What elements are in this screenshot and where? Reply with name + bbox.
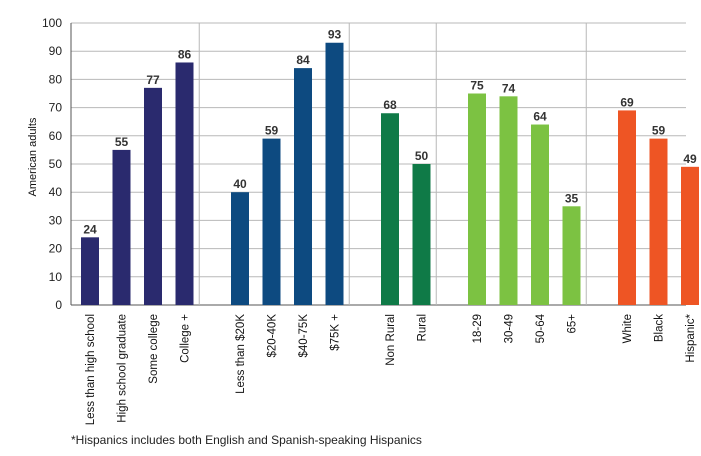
data-label: 59 xyxy=(265,124,279,138)
y-tick-label: 80 xyxy=(49,72,63,86)
bar xyxy=(649,138,668,305)
category-label: Some college xyxy=(148,314,160,384)
bar xyxy=(81,237,99,305)
data-label: 74 xyxy=(502,81,516,95)
y-tick-label: 40 xyxy=(49,185,63,199)
data-label: 59 xyxy=(652,124,666,138)
category-label: $75K + xyxy=(330,314,342,351)
category-label: College + xyxy=(180,314,192,363)
bar xyxy=(562,206,581,305)
data-label: 24 xyxy=(83,222,97,236)
y-axis-label: American adults xyxy=(27,117,39,196)
category-label: White xyxy=(622,314,634,343)
category-label: 65+ xyxy=(567,314,579,334)
category-label: Less than high school xyxy=(85,314,97,425)
bar xyxy=(681,166,699,305)
data-label: 93 xyxy=(328,28,342,42)
category-label: 18-29 xyxy=(472,314,484,343)
category-label: Hispanic* xyxy=(685,313,697,362)
data-label: 50 xyxy=(415,149,429,163)
category-label: 50-64 xyxy=(535,313,547,343)
y-tick-label: 0 xyxy=(55,298,62,312)
bar xyxy=(144,87,162,305)
bar xyxy=(381,113,399,306)
bar xyxy=(325,42,344,306)
data-label: 75 xyxy=(470,79,484,93)
y-tick-label: 50 xyxy=(49,157,63,171)
category-label: 30-49 xyxy=(504,314,516,343)
y-axis-ticks: 0 10 20 30 40 50 60 70 80 90 100 xyxy=(42,16,62,312)
data-label: 64 xyxy=(533,110,547,124)
y-tick-label: 90 xyxy=(49,44,63,58)
y-tick-label: 100 xyxy=(42,16,62,30)
data-label: 84 xyxy=(296,53,310,67)
bar xyxy=(412,164,431,305)
category-label: $20-40K xyxy=(267,314,279,358)
data-label: 35 xyxy=(565,191,579,205)
footnote: *Hispanics includes both English and Spa… xyxy=(71,433,422,447)
category-labels: Less than high school High school graduat… xyxy=(85,313,697,425)
bar xyxy=(618,110,636,305)
category-label: Rural xyxy=(417,314,429,341)
y-tick-label: 70 xyxy=(49,101,63,115)
data-label: 49 xyxy=(683,152,697,166)
y-tick-label: 30 xyxy=(49,213,63,227)
bars xyxy=(81,42,699,306)
bar xyxy=(112,149,131,305)
category-label: Non Rural xyxy=(385,314,397,366)
category-label: Less than $20K xyxy=(235,314,247,394)
y-tick-label: 20 xyxy=(49,242,63,256)
data-label: 69 xyxy=(620,95,634,109)
data-labels: 24 55 77 86 40 59 84 93 68 50 75 74 64 35 69 59 49 xyxy=(83,28,697,237)
bar xyxy=(175,62,194,306)
category-label: Black xyxy=(654,314,666,342)
data-label: 86 xyxy=(178,47,192,61)
data-label: 40 xyxy=(233,177,247,191)
category-label: High school graduate xyxy=(117,314,129,423)
bar xyxy=(531,124,549,306)
bar xyxy=(231,192,249,305)
bar xyxy=(499,96,518,305)
y-tick-label: 10 xyxy=(49,270,63,284)
y-tick-label: 60 xyxy=(49,129,63,143)
category-label: $40-75K xyxy=(298,314,310,358)
gridlines xyxy=(70,22,686,306)
data-label: 77 xyxy=(146,73,160,87)
data-label: 55 xyxy=(115,135,129,149)
data-label: 68 xyxy=(383,98,397,112)
bar xyxy=(468,93,486,305)
bar xyxy=(294,68,312,306)
bar xyxy=(262,138,281,305)
